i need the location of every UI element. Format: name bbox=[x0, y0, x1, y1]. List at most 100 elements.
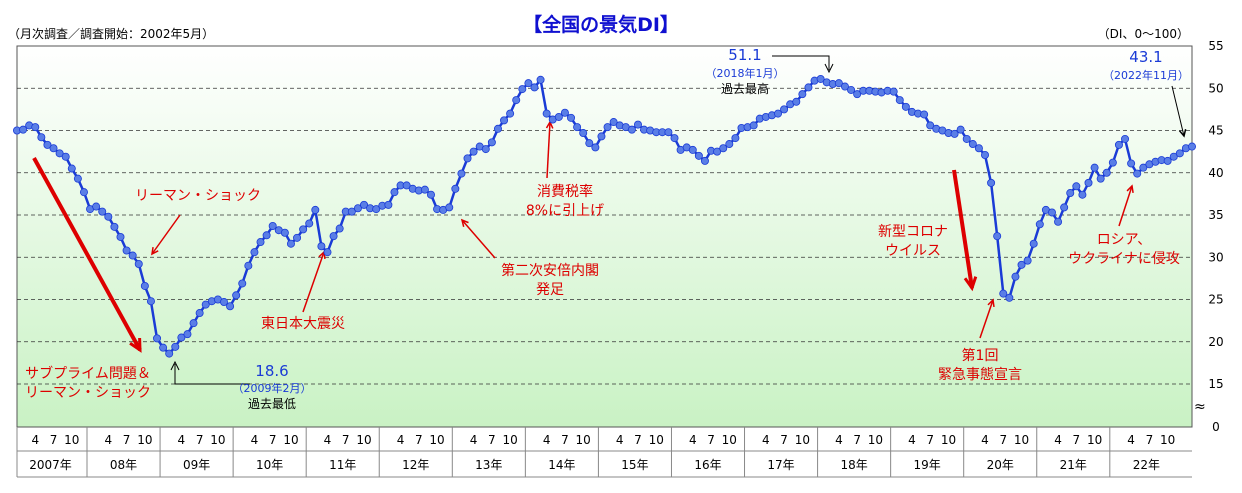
data-point bbox=[426, 190, 435, 199]
data-point bbox=[579, 129, 588, 138]
data-point bbox=[694, 151, 703, 160]
y-tick-label: 50 bbox=[1208, 81, 1223, 95]
arrow-shaft bbox=[772, 55, 830, 70]
arrow-shaft bbox=[461, 219, 496, 259]
data-point bbox=[798, 90, 807, 99]
data-point bbox=[670, 134, 679, 143]
data-point bbox=[1011, 272, 1020, 281]
data-point bbox=[506, 109, 515, 118]
annotation-subprime: サブプライム問題＆ bbox=[25, 365, 151, 382]
data-point bbox=[183, 330, 192, 339]
y-tick-label: 35 bbox=[1208, 208, 1223, 222]
arrow-shaft bbox=[174, 364, 250, 385]
year-label: 17年 bbox=[767, 458, 794, 472]
month-tick-label: 7 bbox=[342, 433, 350, 447]
month-tick-label: 10 bbox=[429, 433, 444, 447]
data-point bbox=[719, 144, 728, 153]
data-point bbox=[146, 297, 155, 306]
data-point bbox=[280, 228, 289, 237]
data-point bbox=[171, 342, 180, 351]
month-tick-label: 7 bbox=[1146, 433, 1154, 447]
data-point bbox=[804, 83, 813, 92]
annotation-lehman: リーマン・ショック bbox=[135, 188, 261, 204]
data-points bbox=[12, 74, 1197, 358]
max-note-label: 過去最高 bbox=[721, 81, 769, 96]
arrow-ukraine bbox=[1118, 184, 1134, 227]
data-point bbox=[493, 124, 502, 133]
data-point bbox=[816, 74, 825, 83]
data-point bbox=[1169, 152, 1178, 161]
arrow-shaft bbox=[32, 157, 142, 351]
y-tick-label: 55 bbox=[1208, 39, 1223, 53]
data-point bbox=[1072, 182, 1081, 191]
month-tick-label: 10 bbox=[868, 433, 883, 447]
data-point bbox=[128, 251, 137, 260]
month-tick-label: 10 bbox=[210, 433, 225, 447]
arrow-subprime bbox=[32, 157, 142, 353]
data-point bbox=[688, 145, 697, 154]
month-tick-label: 7 bbox=[780, 433, 788, 447]
data-point bbox=[633, 120, 642, 129]
month-tick-label: 10 bbox=[941, 433, 956, 447]
month-tick-label: 4 bbox=[105, 433, 113, 447]
data-point bbox=[725, 140, 734, 149]
year-label: 22年 bbox=[1133, 458, 1160, 472]
data-point bbox=[597, 132, 606, 141]
month-tick-label: 7 bbox=[488, 433, 496, 447]
data-point bbox=[201, 300, 210, 309]
data-point bbox=[445, 203, 454, 212]
month-tick-label: 10 bbox=[795, 433, 810, 447]
arrow-shaft bbox=[546, 121, 551, 179]
data-point bbox=[981, 151, 990, 160]
month-tick-label: 10 bbox=[576, 433, 591, 447]
data-point bbox=[67, 164, 76, 173]
y-tick-label: 30 bbox=[1208, 250, 1223, 264]
arrow-covid bbox=[952, 169, 978, 292]
data-point bbox=[1035, 220, 1044, 229]
unit-note: （DI、0〜100） bbox=[1098, 27, 1189, 41]
data-point bbox=[774, 109, 783, 118]
month-tick-label: 7 bbox=[561, 433, 569, 447]
month-tick-label: 4 bbox=[908, 433, 916, 447]
y-tick-label: 45 bbox=[1208, 124, 1223, 138]
month-tick-label: 10 bbox=[649, 433, 664, 447]
arrow-latest bbox=[1171, 85, 1187, 138]
data-point bbox=[347, 207, 356, 216]
year-label: 12年 bbox=[402, 458, 429, 472]
month-tick-label: 4 bbox=[689, 433, 697, 447]
data-point bbox=[591, 143, 600, 152]
data-point bbox=[153, 334, 162, 343]
annotation-abe-cabinet: 発足 bbox=[536, 282, 564, 298]
data-point bbox=[481, 145, 490, 154]
data-point bbox=[177, 333, 186, 342]
data-point bbox=[573, 123, 582, 132]
year-label: 20年 bbox=[987, 458, 1014, 472]
data-point bbox=[968, 140, 977, 149]
annotation-ukraine: ウクライナに侵攻 bbox=[1068, 250, 1180, 267]
arrow-head bbox=[170, 360, 180, 371]
data-point bbox=[847, 85, 856, 94]
month-tick-label: 10 bbox=[356, 433, 371, 447]
data-point bbox=[987, 178, 996, 187]
year-label: 10年 bbox=[256, 458, 283, 472]
year-label: 18年 bbox=[840, 458, 867, 472]
y-tick-label: 15 bbox=[1208, 377, 1223, 391]
annotation-ukraine: ロシア、 bbox=[1097, 232, 1152, 248]
data-point bbox=[731, 134, 740, 143]
y-tick-label: 20 bbox=[1208, 335, 1223, 349]
data-point bbox=[780, 105, 789, 114]
data-point bbox=[518, 85, 527, 94]
data-point bbox=[55, 149, 64, 158]
data-point bbox=[901, 102, 910, 111]
year-label: 2007年 bbox=[29, 458, 72, 472]
data-point bbox=[463, 154, 472, 163]
annotation-tax-hike: 消費税率 bbox=[537, 183, 593, 200]
min-value-label: 18.6 bbox=[255, 362, 288, 380]
arrow-shaft bbox=[151, 214, 181, 255]
arrow-shaft bbox=[1171, 85, 1185, 137]
month-tick-label: 4 bbox=[616, 433, 624, 447]
year-label: 08年 bbox=[110, 458, 137, 472]
annotation-abe-cabinet: 第二次安倍内閣 bbox=[501, 262, 599, 279]
data-point bbox=[1175, 149, 1184, 158]
data-point bbox=[1005, 293, 1014, 302]
